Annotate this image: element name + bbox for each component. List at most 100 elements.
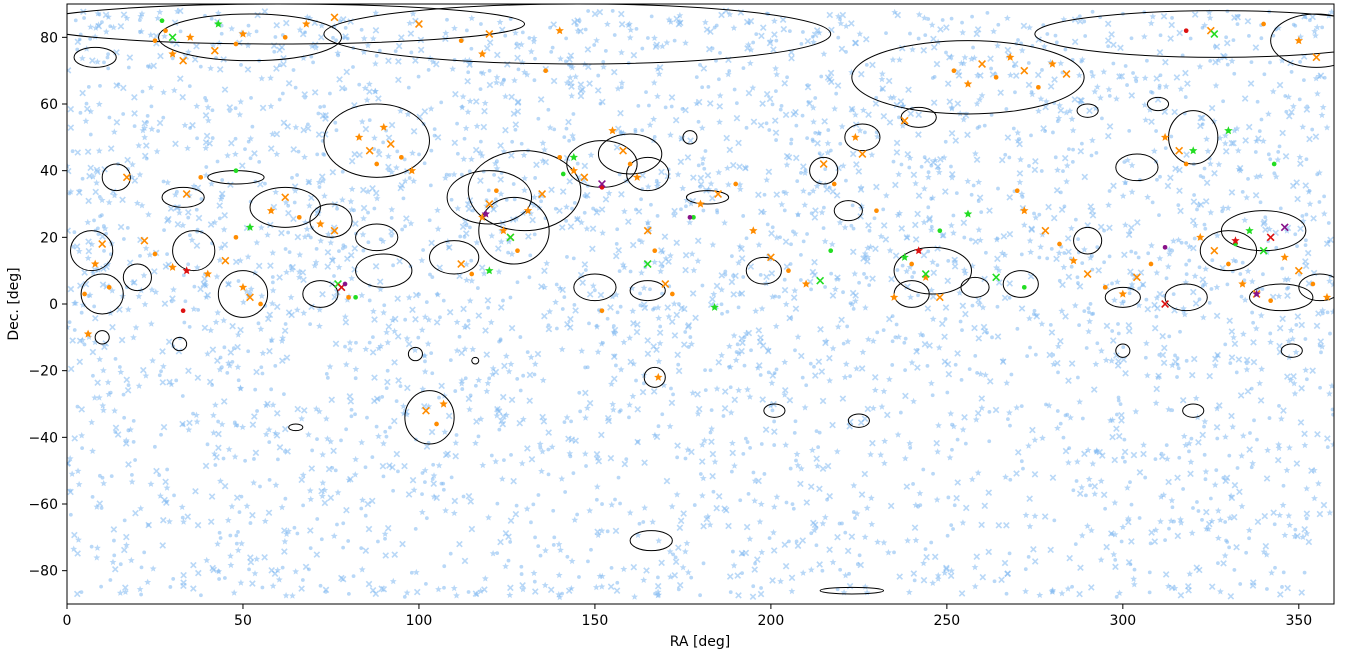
background-source-x [423,443,431,450]
background-source-x [109,323,116,331]
background-source-star [772,65,779,72]
background-source-star [670,300,678,307]
x-tick-label: 150 [582,613,609,629]
background-source-star [488,232,496,239]
background-source-star [782,441,790,448]
background-source-x [514,54,521,62]
background-source-x [1113,352,1120,359]
background-source-x [78,406,86,413]
matched-sources-star [439,399,448,408]
background-source-dot [165,252,169,256]
matched-sources-star [851,132,860,141]
background-source-x [421,108,429,115]
background-source-star [730,24,738,31]
background-source-dot [82,16,86,20]
background-source-star [682,39,689,46]
background-source-x [1045,203,1052,211]
background-source-x [675,367,683,375]
background-source-x [122,584,129,591]
background-source-star [650,115,658,123]
background-source-dot [565,554,570,559]
background-source-x [781,386,789,394]
background-source-star [807,566,815,573]
background-source-star [1233,125,1241,132]
background-source-star [1122,221,1129,228]
background-source-dot [1225,62,1230,67]
x-tick-label: 0 [63,613,72,629]
background-source-star [506,591,514,599]
background-source-star [1266,225,1273,232]
background-source-x [1128,224,1135,232]
background-source-dot [1197,265,1202,270]
background-source-star [1290,379,1298,387]
background-source-x [947,572,955,580]
background-source-x [332,340,340,348]
background-source-star [791,287,799,294]
background-source-dot [619,85,624,90]
background-source-x [253,368,260,376]
background-source-x [197,285,204,293]
background-source-star [1067,414,1074,421]
background-source-x [484,296,492,304]
background-source-x [1071,96,1079,103]
background-source-star [742,164,750,171]
background-source-star [461,57,469,64]
background-source-dot [403,317,408,322]
background-source-dot [1040,68,1044,72]
background-source-dot [1069,264,1074,269]
background-source-x [781,286,789,294]
background-source-dot [333,120,338,125]
background-source-dot [225,370,230,375]
background-source-star [1142,116,1150,123]
background-source-dot [614,242,619,246]
region-ellipse [67,4,525,45]
background-source-star [1211,362,1219,369]
background-source-x [113,119,121,126]
region-ellipse [94,330,110,345]
background-source-dot [463,376,468,381]
background-source-dot [754,32,759,36]
background-source-x [690,174,697,181]
background-source-star [1132,408,1140,415]
background-source-x [73,590,81,598]
background-source-star [503,411,510,418]
matched-sources-dot [670,291,675,297]
background-source-star [907,293,914,301]
background-source-star [973,100,981,107]
background-source-x [107,145,115,152]
background-source-dot [862,272,866,276]
background-source-x [360,204,368,212]
background-source-star [424,340,432,347]
background-source-dot [1079,141,1084,146]
background-source-x [985,548,993,556]
background-source-star [1068,115,1076,122]
matched-sources-dot [515,248,520,254]
background-source-x [839,11,847,19]
background-source-dot [469,258,474,263]
background-source-x [462,230,470,237]
background-source-x [233,494,241,501]
background-source-star [461,323,469,330]
background-source-dot [571,471,576,476]
background-source-x [499,420,507,428]
background-source-star [450,509,458,517]
background-source-star [130,334,137,341]
background-source-star [852,111,859,118]
background-source-star [974,71,981,79]
background-source-dot [382,303,387,308]
background-source-star [346,346,354,353]
background-source-star [129,161,136,168]
background-source-dot [592,43,597,47]
background-source-dot [180,515,185,520]
matched-sources-star [696,199,705,208]
matched-sources-dot [951,68,957,74]
background-source-x [798,352,805,360]
region-ellipse [629,530,673,552]
background-source-star [1039,434,1046,441]
background-source-dot [741,66,746,71]
background-source-star [105,198,113,206]
background-source-x [261,8,269,15]
background-source-dot [1225,9,1230,14]
background-source-dot [380,395,385,399]
background-source-x [533,161,540,169]
